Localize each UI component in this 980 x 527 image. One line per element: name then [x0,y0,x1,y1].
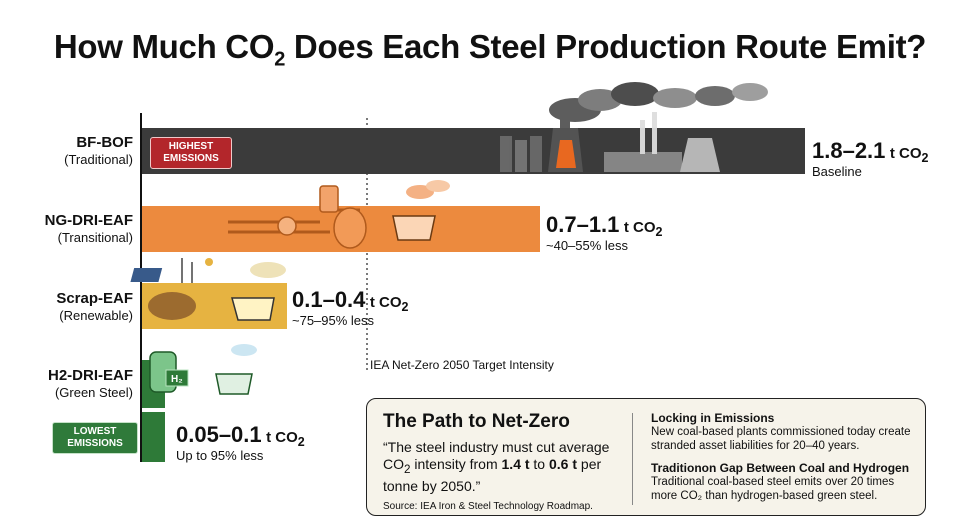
gas-pipeline-illustration [228,180,450,249]
card-subheading: Locking in Emissions [651,411,775,425]
category-note: (Traditional) [64,152,133,167]
value-number: 0.1–0.4 [292,287,366,312]
value-note: Baseline [812,164,862,179]
value-label-scrap-eaf: 0.1–0.4 t CO2 ~75–95% less [292,287,408,328]
category-name: NG-DRI-EAF [44,212,133,229]
highest-emissions-badge: HIGHEST EMISSIONS [150,137,232,169]
value-unit: t CO2 [369,294,409,314]
value-note: Up to 95% less [176,448,264,463]
page-title: How Much CO2 Does Each Steel Production … [53,28,927,71]
bar-h2-dri-eaf-lower-segment [142,412,165,462]
category-note: (Green Steel) [54,385,133,400]
value-number: 0.7–1.1 [546,212,620,237]
lowest-emissions-badge: LOWEST EMISSIONS [52,422,138,454]
blast-furnace-illustration [500,82,768,172]
svg-text:H₂: H₂ [171,374,183,385]
row-label-bf-bof: BF-BOF (Traditional) [5,134,133,168]
hydrogen-illustration: H₂ [149,344,257,395]
target-line-label: IEA Net-Zero 2050 Target Intensity [370,358,554,372]
scrap-recycling-illustration [130,258,286,321]
value-note: ~40–55% less [546,238,629,253]
row-label-ng-dri-eaf: NG-DRI-EAF (Transitional) [5,212,133,246]
value-label-h2-dri-eaf: 0.05–0.1 t CO2 Up to 95% less [176,422,305,463]
value-label-bf-bof: 1.8–2.1 t CO2 Baseline [812,138,928,179]
row-label-h2-dri-eaf: H2-DRI-EAF (Green Steel) [5,367,133,401]
row-label-scrap-eaf: Scrap-EAF (Renewable) [5,290,133,324]
value-unit: t CO2 [889,145,929,165]
card-text: New coal-based plants commissioned today… [651,426,911,452]
category-name: BF-BOF [76,134,133,151]
card-left-column: The Path to Net-Zero “The steel industry… [383,411,623,512]
value-number: 1.8–2.1 [812,138,886,163]
value-number: 0.05–0.1 [176,422,262,447]
category-name: H2-DRI-EAF [48,367,133,384]
card-source: Source: IEA Iron & Steel Technology Road… [383,500,593,512]
value-unit: t CO2 [266,429,305,449]
card-text: Traditional coal-based steel emits over … [651,476,895,502]
card-heading: The Path to Net-Zero [383,411,570,432]
value-label-ng-dri-eaf: 0.7–1.1 t CO2 ~40–55% less [546,212,662,253]
value-unit: t CO2 [623,219,663,239]
card-quote: “The steel industry must cut average CO2… [383,439,610,494]
net-zero-card: The Path to Net-Zero “The steel industry… [366,398,926,516]
card-divider [632,413,633,505]
category-name: Scrap-EAF [56,290,133,307]
card-subheading: Traditionon Gap Between Coal and Hydroge… [651,461,910,475]
category-note: (Transitional) [57,230,133,245]
value-note: ~75–95% less [292,313,375,328]
card-right-column: Locking in Emissions New coal-based plan… [651,411,917,511]
category-note: (Renewable) [59,308,133,323]
